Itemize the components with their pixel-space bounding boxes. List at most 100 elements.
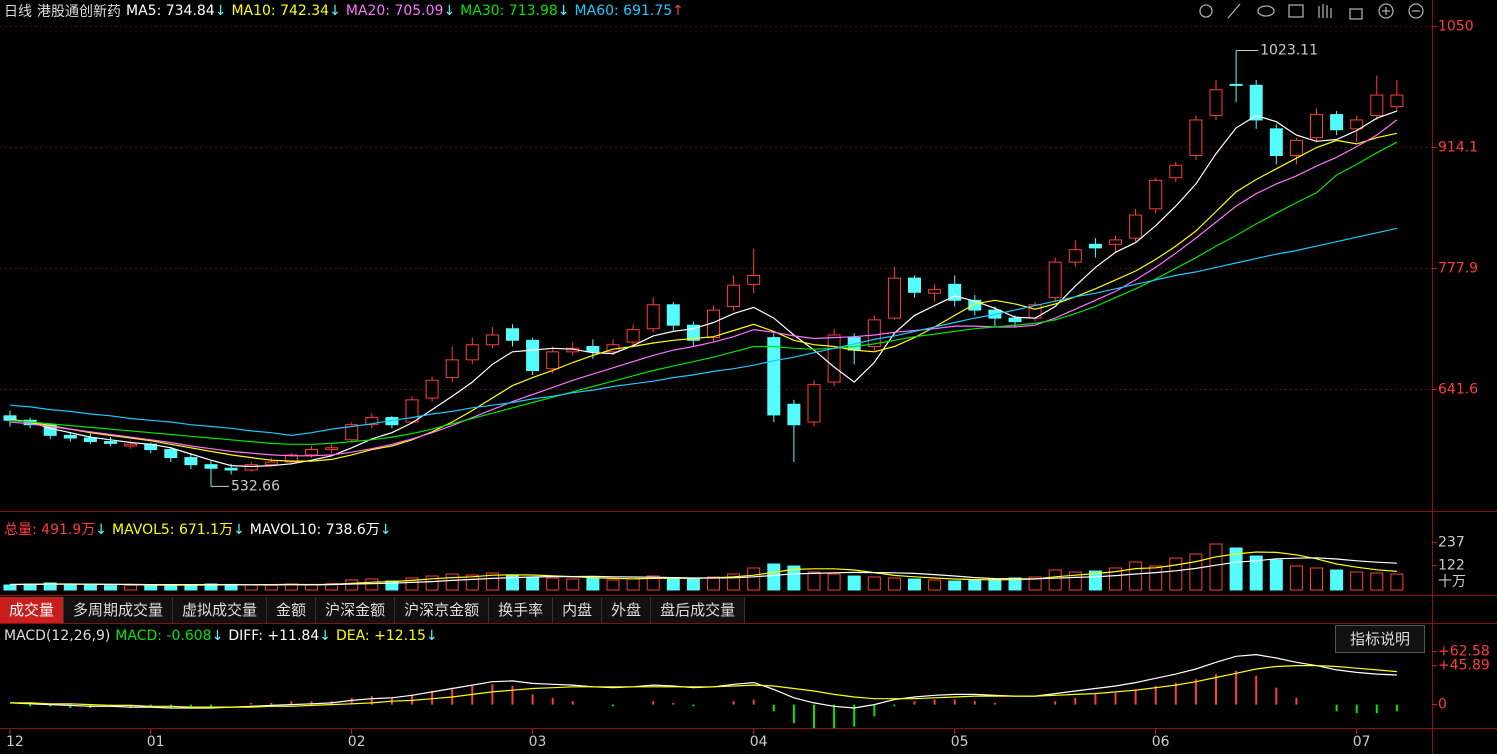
- period: 日线: [4, 4, 32, 20]
- volume-bar: [445, 573, 459, 591]
- tab[interactable]: 多周期成交量: [64, 597, 174, 623]
- volume-bar: [827, 573, 841, 591]
- volume-bar: [506, 575, 519, 591]
- candle-body: [305, 449, 318, 456]
- legend-item: MA20: 705.09↓: [346, 3, 455, 19]
- ma-line: [9, 110, 1398, 468]
- volume-legend: 总量: 491.9万↓ MAVOL5: 671.1万↓ MAVOL10: 738.6…: [4, 519, 392, 539]
- legend-arrow: ↓: [329, 3, 341, 19]
- candle-body: [345, 424, 359, 441]
- volume-bar: [1169, 557, 1183, 591]
- volume-bar: [325, 583, 339, 591]
- macd-legend: MACD(12,26,9) MACD: -0.608↓ DIFF: +11.84↓ D…: [4, 628, 438, 644]
- volume-bar: [707, 576, 720, 591]
- volume-bar: [1008, 577, 1022, 591]
- candle-body: [526, 339, 540, 372]
- legend-arrow: ↓: [233, 522, 245, 538]
- x-tick-label: 12: [6, 734, 24, 750]
- candle-body: [1370, 94, 1384, 117]
- volume-bar: [968, 579, 982, 591]
- candle-body: [485, 334, 499, 346]
- y-tick-label: +45.89: [1438, 658, 1490, 674]
- tab[interactable]: 成交量: [0, 597, 65, 623]
- x-tick-label: 04: [750, 734, 768, 750]
- candle-body: [747, 274, 761, 285]
- volume-bar: [244, 584, 258, 591]
- candle-body: [1068, 249, 1082, 263]
- legend-label: DIFF: +11.84: [228, 628, 320, 644]
- candle-body: [1249, 84, 1263, 121]
- tab[interactable]: 外盘: [602, 597, 652, 623]
- legend-item: DIFF: +11.84↓: [228, 628, 331, 644]
- legend-item: MA30: 713.98↓: [460, 3, 569, 19]
- legend-arrow: ↓: [214, 3, 227, 19]
- volume-bar: [164, 585, 178, 591]
- legend-label: MACD: -0.608: [115, 628, 212, 644]
- volume-bar: [787, 565, 801, 591]
- candle-body: [1209, 89, 1223, 117]
- volume-bar: [1229, 547, 1243, 591]
- legend-item: MAVOL10: 738.6万↓: [250, 519, 392, 539]
- candle-body: [1310, 114, 1323, 139]
- mavol-line: [9, 557, 1397, 586]
- tab[interactable]: 盘后成交量: [651, 597, 746, 623]
- indicator-title: MACD(12,26,9): [4, 628, 111, 644]
- candle-body: [1048, 261, 1062, 299]
- candle-body: [666, 304, 680, 326]
- legend-item: MACD: -0.608↓: [115, 628, 223, 644]
- macd-line: [10, 665, 1397, 708]
- tab[interactable]: 沪深金额: [316, 597, 396, 623]
- x-tick-label: 03: [529, 734, 547, 750]
- tab[interactable]: 金额: [267, 597, 317, 623]
- legend-arrow: ↓: [95, 522, 107, 538]
- candle-body: [1169, 164, 1183, 179]
- volume-bar: [345, 579, 359, 591]
- ma-line: [9, 227, 1398, 437]
- candle-body: [244, 464, 258, 471]
- price-legend: 日线 港股通创新药 MA5: 734.84↓ MA10: 742.34↓ MA20: 7…: [4, 1, 684, 21]
- help-button[interactable]: 指标说明: [1335, 625, 1425, 653]
- volume-bar: [747, 567, 761, 591]
- x-tick-label: 07: [1353, 734, 1371, 750]
- candle-body: [1330, 114, 1344, 131]
- tab[interactable]: 沪深京金额: [395, 597, 490, 623]
- candle-body: [727, 284, 741, 308]
- candle-body: [124, 443, 138, 447]
- volume-bar: [988, 578, 1002, 591]
- tab[interactable]: 换手率: [489, 597, 554, 623]
- tab-bar: 成交量 多周期成交量 虚拟成交量 金额 沪深金额 沪深京金额 换手率 内盘 外盘 盘后成交量: [0, 597, 746, 623]
- x-tick-label: 05: [951, 734, 969, 750]
- candle-body: [184, 457, 198, 466]
- volume-bar: [666, 577, 680, 591]
- candle-body: [1350, 119, 1364, 130]
- volume-bar: [1249, 555, 1263, 591]
- volume-bar: [1129, 561, 1143, 591]
- volume-bar: [767, 563, 781, 591]
- tab[interactable]: 虚拟成交量: [173, 597, 268, 623]
- volume-bar: [1370, 572, 1384, 591]
- legend-arrow: ↓: [443, 3, 456, 19]
- legend-arrow: ↓: [557, 3, 570, 19]
- legend-label: MA30: 713.98: [460, 3, 558, 19]
- legend-item: MA5: 734.84↓: [126, 3, 226, 19]
- volume-bar: [626, 578, 640, 591]
- volume-bar: [1330, 569, 1344, 591]
- volume-bar: [485, 572, 499, 591]
- volume-bar: [124, 584, 138, 591]
- candle-body: [465, 344, 479, 361]
- legend-label: MAVOL10: 738.6万: [249, 522, 380, 538]
- tab[interactable]: 内盘: [553, 597, 603, 623]
- volume-bar: [104, 585, 117, 591]
- legend-arrow: ↓: [379, 522, 392, 538]
- volume-bar: [586, 577, 600, 591]
- candle-body: [425, 379, 439, 399]
- legend-item: MAVOL5: 671.1万↓: [112, 519, 245, 539]
- volume-bar: [3, 584, 17, 591]
- toolbar[interactable]: [1199, 3, 1424, 20]
- volume-bar: [1068, 571, 1082, 591]
- candle-body: [1088, 243, 1102, 249]
- volume-bar: [908, 578, 921, 591]
- legend-label: MA60: 691.75: [574, 3, 673, 19]
- candle-body: [63, 434, 77, 439]
